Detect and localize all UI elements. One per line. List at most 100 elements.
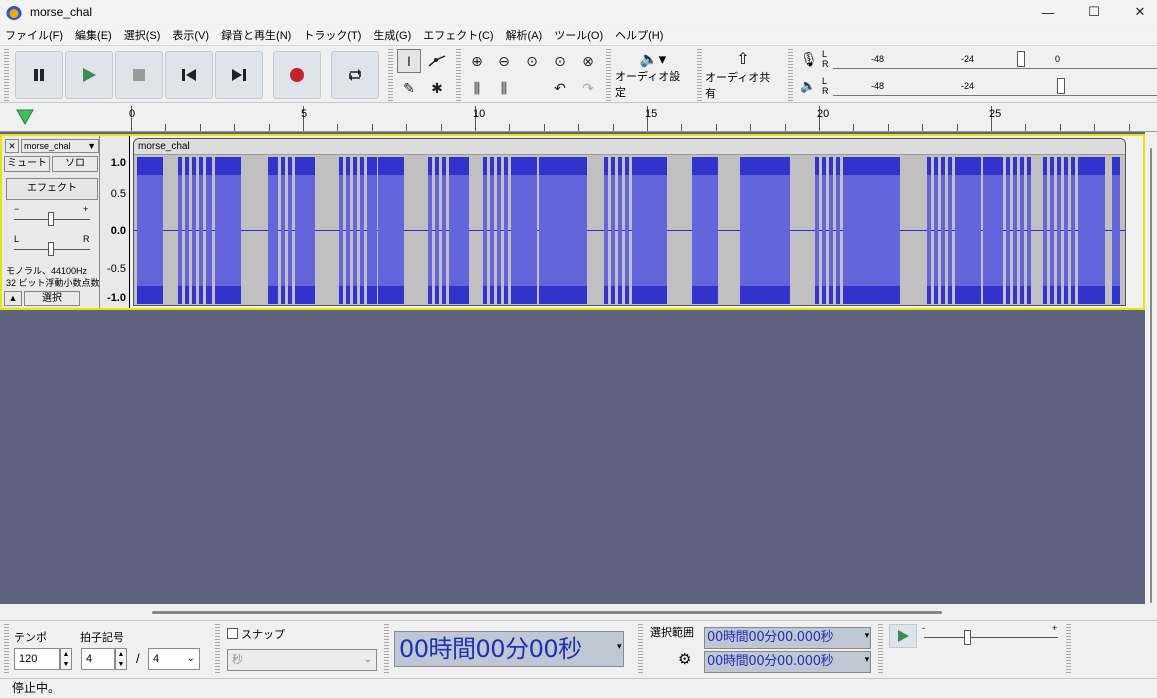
share-upload-icon: ⇧: [736, 51, 750, 68]
time-signature-denominator[interactable]: 4 ⌄: [148, 648, 200, 670]
vertical-scrollbar[interactable]: [1145, 132, 1157, 604]
effects-button[interactable]: エフェクト: [6, 178, 98, 200]
minimize-button[interactable]: —: [1041, 4, 1055, 20]
audio-setup-button[interactable]: 🔈▾ オーディオ設定: [615, 49, 691, 101]
vertical-scrollbar-thumb[interactable]: [1150, 148, 1152, 603]
silence-audio-icon[interactable]: ⫼: [500, 79, 508, 96]
gain-slider[interactable]: [48, 212, 54, 226]
fit-selection-icon[interactable]: ⊙: [526, 52, 538, 69]
time-value: 00時間00分00秒: [399, 635, 582, 663]
menu-file[interactable]: ファイル(F): [5, 30, 64, 42]
ruler-tick: [1094, 124, 1096, 131]
menu-transport[interactable]: 録音と再生(N): [221, 30, 292, 42]
window-title: morse_chal: [30, 5, 93, 19]
selection-end-display[interactable]: 00時間00分00.000秒 ▾: [704, 651, 871, 673]
play-button[interactable]: [65, 51, 113, 99]
multi-tool-icon[interactable]: ✱: [431, 79, 443, 96]
menu-tools[interactable]: ツール(O): [554, 30, 604, 42]
waveform-rms: [185, 175, 189, 286]
draw-tool-icon[interactable]: ✎: [403, 79, 415, 96]
waveform-rms: [295, 175, 315, 286]
play-head-icon[interactable]: [15, 108, 35, 126]
menu-view[interactable]: 表示(V): [172, 30, 210, 42]
stop-button[interactable]: [115, 51, 163, 99]
toolbar-grip[interactable]: [4, 624, 9, 674]
skip-to-start-button[interactable]: [165, 51, 213, 99]
gear-icon[interactable]: ⚙: [678, 651, 692, 668]
gain-plus-label: +: [83, 204, 89, 214]
snap-checkbox[interactable]: [227, 628, 238, 639]
timeline-ruler[interactable]: 0 5 10 15 20 25: [0, 103, 1157, 132]
menu-effect[interactable]: エフェクト(C): [423, 30, 494, 42]
tempo-stepper[interactable]: ▲ ▼: [60, 648, 72, 670]
maximize-button[interactable]: ☐: [1088, 4, 1100, 19]
waveform-rms: [435, 175, 439, 286]
numerator-stepper[interactable]: ▲ ▼: [115, 648, 127, 670]
playback-level-slider[interactable]: [1057, 78, 1065, 94]
toolbar-grip[interactable]: [878, 624, 883, 674]
chevron-down-icon: ▾: [864, 655, 870, 665]
selection-end-value: 00時間00分00.000秒: [707, 654, 834, 669]
toolbar-grip[interactable]: [388, 49, 393, 101]
close-window-button[interactable]: ✕: [1134, 4, 1146, 19]
time-display[interactable]: 00時間00分00秒 ▾: [394, 631, 624, 667]
loop-button[interactable]: [331, 51, 379, 99]
waveform-area[interactable]: morse_chal: [131, 136, 1143, 308]
selection-start-display[interactable]: 00時間00分00.000秒 ▾: [704, 627, 871, 649]
menu-select[interactable]: 選択(S): [123, 30, 161, 42]
tempo-input[interactable]: 120: [14, 648, 60, 670]
skip-to-end-button[interactable]: [215, 51, 263, 99]
horizontal-scrollbar-thumb[interactable]: [152, 611, 942, 614]
zoom-toggle-icon[interactable]: ⊗: [582, 52, 594, 69]
menu-help[interactable]: ヘルプ(H): [615, 30, 664, 42]
audio-share-button[interactable]: ⇧ オーディオ共有: [705, 49, 781, 101]
toolbar-grip[interactable]: [215, 624, 220, 674]
fit-project-icon[interactable]: ⊙: [554, 52, 566, 69]
play-at-speed-button[interactable]: [889, 624, 917, 648]
audio-track[interactable]: ✕ morse_chal ▼ ミュート ソロ エフェクト − + L R モノラ…: [0, 134, 1145, 310]
clip-title[interactable]: morse_chal: [134, 139, 1125, 155]
collapse-track-icon[interactable]: ▲: [4, 291, 22, 306]
toolbar-grip[interactable]: [638, 624, 643, 674]
microphone-icon[interactable]: 🎙: [800, 51, 818, 67]
menu-tracks[interactable]: トラック(T): [303, 30, 362, 42]
zoom-in-icon[interactable]: ⊕: [471, 52, 483, 69]
menu-edit[interactable]: 編集(E): [75, 30, 112, 42]
audio-clip[interactable]: morse_chal: [133, 138, 1126, 306]
mute-button[interactable]: ミュート: [4, 156, 50, 172]
menu-generate[interactable]: 生成(G): [373, 30, 412, 42]
track-select-button[interactable]: 選択: [24, 291, 80, 306]
envelope-tool-icon[interactable]: [425, 49, 449, 73]
waveform-rms: [367, 175, 377, 286]
toolbar-grip[interactable]: [4, 49, 9, 101]
recording-level-slider[interactable]: [1017, 51, 1025, 67]
trim-audio-icon[interactable]: ⫼: [473, 79, 481, 96]
toolbar-grip[interactable]: [697, 49, 702, 101]
track-name-dropdown[interactable]: morse_chal ▼: [21, 139, 99, 153]
snap-unit-select[interactable]: 秒 ⌄: [227, 649, 377, 671]
redo-icon[interactable]: ↷: [582, 79, 594, 96]
zoom-out-icon[interactable]: ⊖: [498, 52, 510, 69]
speaker-icon[interactable]: 🔈: [800, 78, 817, 93]
toolbar-grip[interactable]: [788, 49, 793, 101]
selection-tool-icon[interactable]: I: [397, 49, 421, 73]
toolbar-grip[interactable]: [1066, 624, 1071, 674]
menu-analyze[interactable]: 解析(A): [505, 30, 543, 42]
pan-slider[interactable]: [48, 242, 54, 256]
toolbar-grip[interactable]: [384, 624, 389, 674]
toolbar-grip[interactable]: [606, 49, 611, 101]
track-close-button[interactable]: ✕: [5, 139, 19, 153]
record-button[interactable]: [273, 51, 321, 99]
time-signature-numerator[interactable]: 4: [81, 648, 115, 670]
horizontal-scrollbar[interactable]: [0, 604, 1157, 620]
toolbar-grip[interactable]: [456, 49, 461, 101]
undo-icon[interactable]: ↶: [554, 79, 566, 96]
ruler-tick: [1025, 124, 1027, 131]
pause-button[interactable]: [15, 51, 63, 99]
track-area[interactable]: ✕ morse_chal ▼ ミュート ソロ エフェクト − + L R モノラ…: [0, 132, 1145, 604]
playback-speed-slider[interactable]: [964, 630, 971, 645]
solo-button[interactable]: ソロ: [52, 156, 98, 172]
